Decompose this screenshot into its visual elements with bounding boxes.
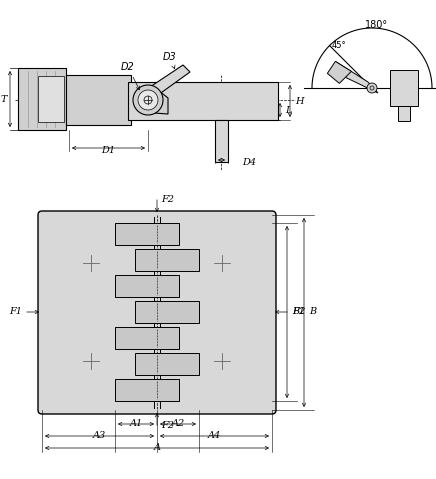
Polygon shape (150, 65, 190, 95)
Text: B: B (309, 308, 316, 317)
Text: A: A (153, 443, 160, 452)
Text: F2: F2 (161, 421, 174, 430)
Bar (115, 275, 179, 297)
Bar (215, 120, 228, 162)
Bar (135, 301, 199, 323)
Text: A4: A4 (208, 431, 221, 440)
Text: D2: D2 (121, 62, 140, 90)
Bar (18, 68, 66, 130)
Bar (38, 76, 64, 122)
Text: 180°: 180° (365, 20, 388, 30)
Text: L: L (285, 105, 292, 114)
Bar (115, 327, 179, 349)
Text: D1: D1 (101, 146, 115, 155)
Text: T: T (1, 94, 7, 103)
Text: D4: D4 (242, 158, 256, 167)
Polygon shape (140, 86, 168, 114)
Bar (135, 249, 199, 271)
Text: F1: F1 (9, 308, 22, 317)
Bar (390, 70, 418, 106)
FancyBboxPatch shape (38, 211, 276, 414)
Bar (128, 82, 278, 120)
Text: F1: F1 (292, 308, 305, 317)
Bar (135, 353, 199, 375)
Circle shape (133, 85, 163, 115)
Text: 45°: 45° (331, 41, 346, 49)
Polygon shape (327, 61, 351, 83)
Text: B2: B2 (292, 308, 305, 317)
Text: F2: F2 (161, 195, 174, 204)
Text: A1: A1 (129, 419, 143, 428)
Text: A2: A2 (171, 419, 184, 428)
Bar (115, 379, 179, 401)
Bar (66, 75, 131, 125)
Text: H: H (295, 96, 303, 105)
Circle shape (138, 90, 158, 110)
Bar (115, 223, 179, 245)
Circle shape (367, 83, 377, 93)
Bar (398, 106, 410, 121)
Text: D3: D3 (163, 52, 177, 68)
Text: A3: A3 (92, 431, 106, 440)
Polygon shape (335, 61, 378, 93)
